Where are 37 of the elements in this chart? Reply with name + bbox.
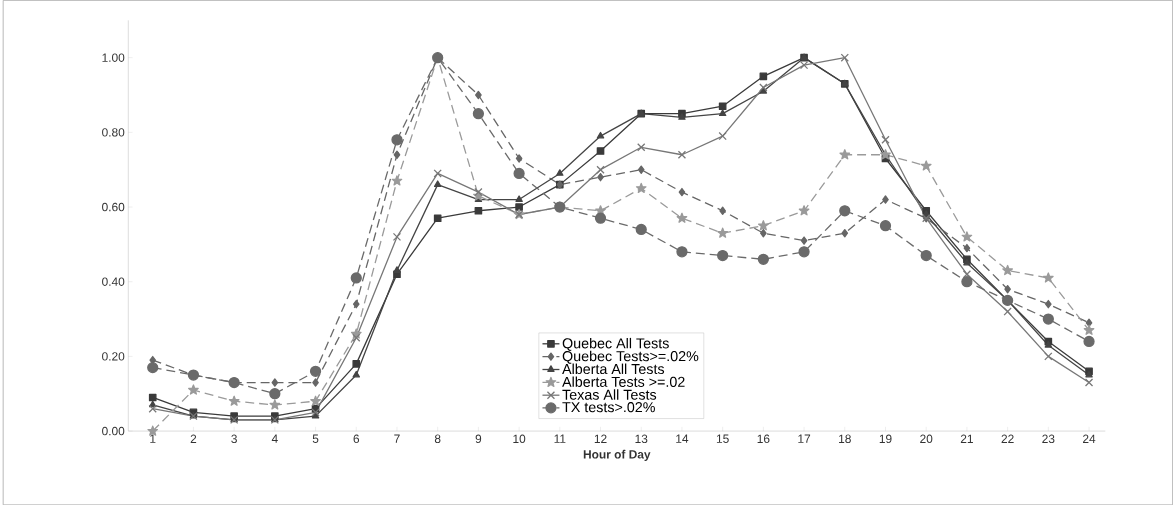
x-tick-label: 17 [798,434,811,443]
x-axis-title: Hour of Day [583,449,651,461]
x-tick-label: 18 [839,434,851,443]
y-tick-label: 0.60 [102,202,125,212]
y-tick-label: 0.40 [102,277,125,286]
x-tick-label: 7 [394,434,400,443]
x-tick-label: 24 [1083,434,1096,443]
x-tick-label: 21 [960,434,973,443]
x-tick-label: 11 [554,434,566,443]
x-tick-label: 9 [475,434,482,443]
x-tick-label: 14 [676,434,689,443]
x-tick-label: 22 [1001,434,1014,443]
legend-label: Quebec Tests>=.02% [562,350,699,364]
legend-label: Alberta All Tests [562,363,665,374]
x-tick-label: 2 [190,434,197,443]
y-tick-label: 0.80 [102,128,125,137]
x-tick-label: 13 [635,434,648,443]
x-tick-label: 20 [920,434,933,443]
legend-label: Texas All Tests [562,389,657,400]
x-tick-label: 8 [434,434,441,443]
x-tick-label: 19 [879,434,892,443]
x-tick-label: 16 [757,434,770,443]
legend-label: TX tests>.02% [562,401,655,413]
x-tick-label: 15 [716,434,729,443]
x-tick-label: 6 [353,434,360,443]
legend-label: Alberta Tests >=.02 [562,376,685,387]
x-tick-label: 5 [312,434,319,443]
x-tick-label: 10 [513,434,526,443]
y-tick-label: 1.00 [102,53,125,62]
x-tick-label: 23 [1042,434,1055,443]
x-tick-label: 4 [271,434,278,443]
x-tick-label: 3 [231,434,237,443]
y-tick-label: 0.20 [102,352,125,361]
legend-label: Quebec All Tests [562,337,669,351]
x-tick-label: 12 [594,434,607,443]
y-tick-label: 0.00 [102,426,125,436]
x-tick-label: 1 [150,434,156,443]
